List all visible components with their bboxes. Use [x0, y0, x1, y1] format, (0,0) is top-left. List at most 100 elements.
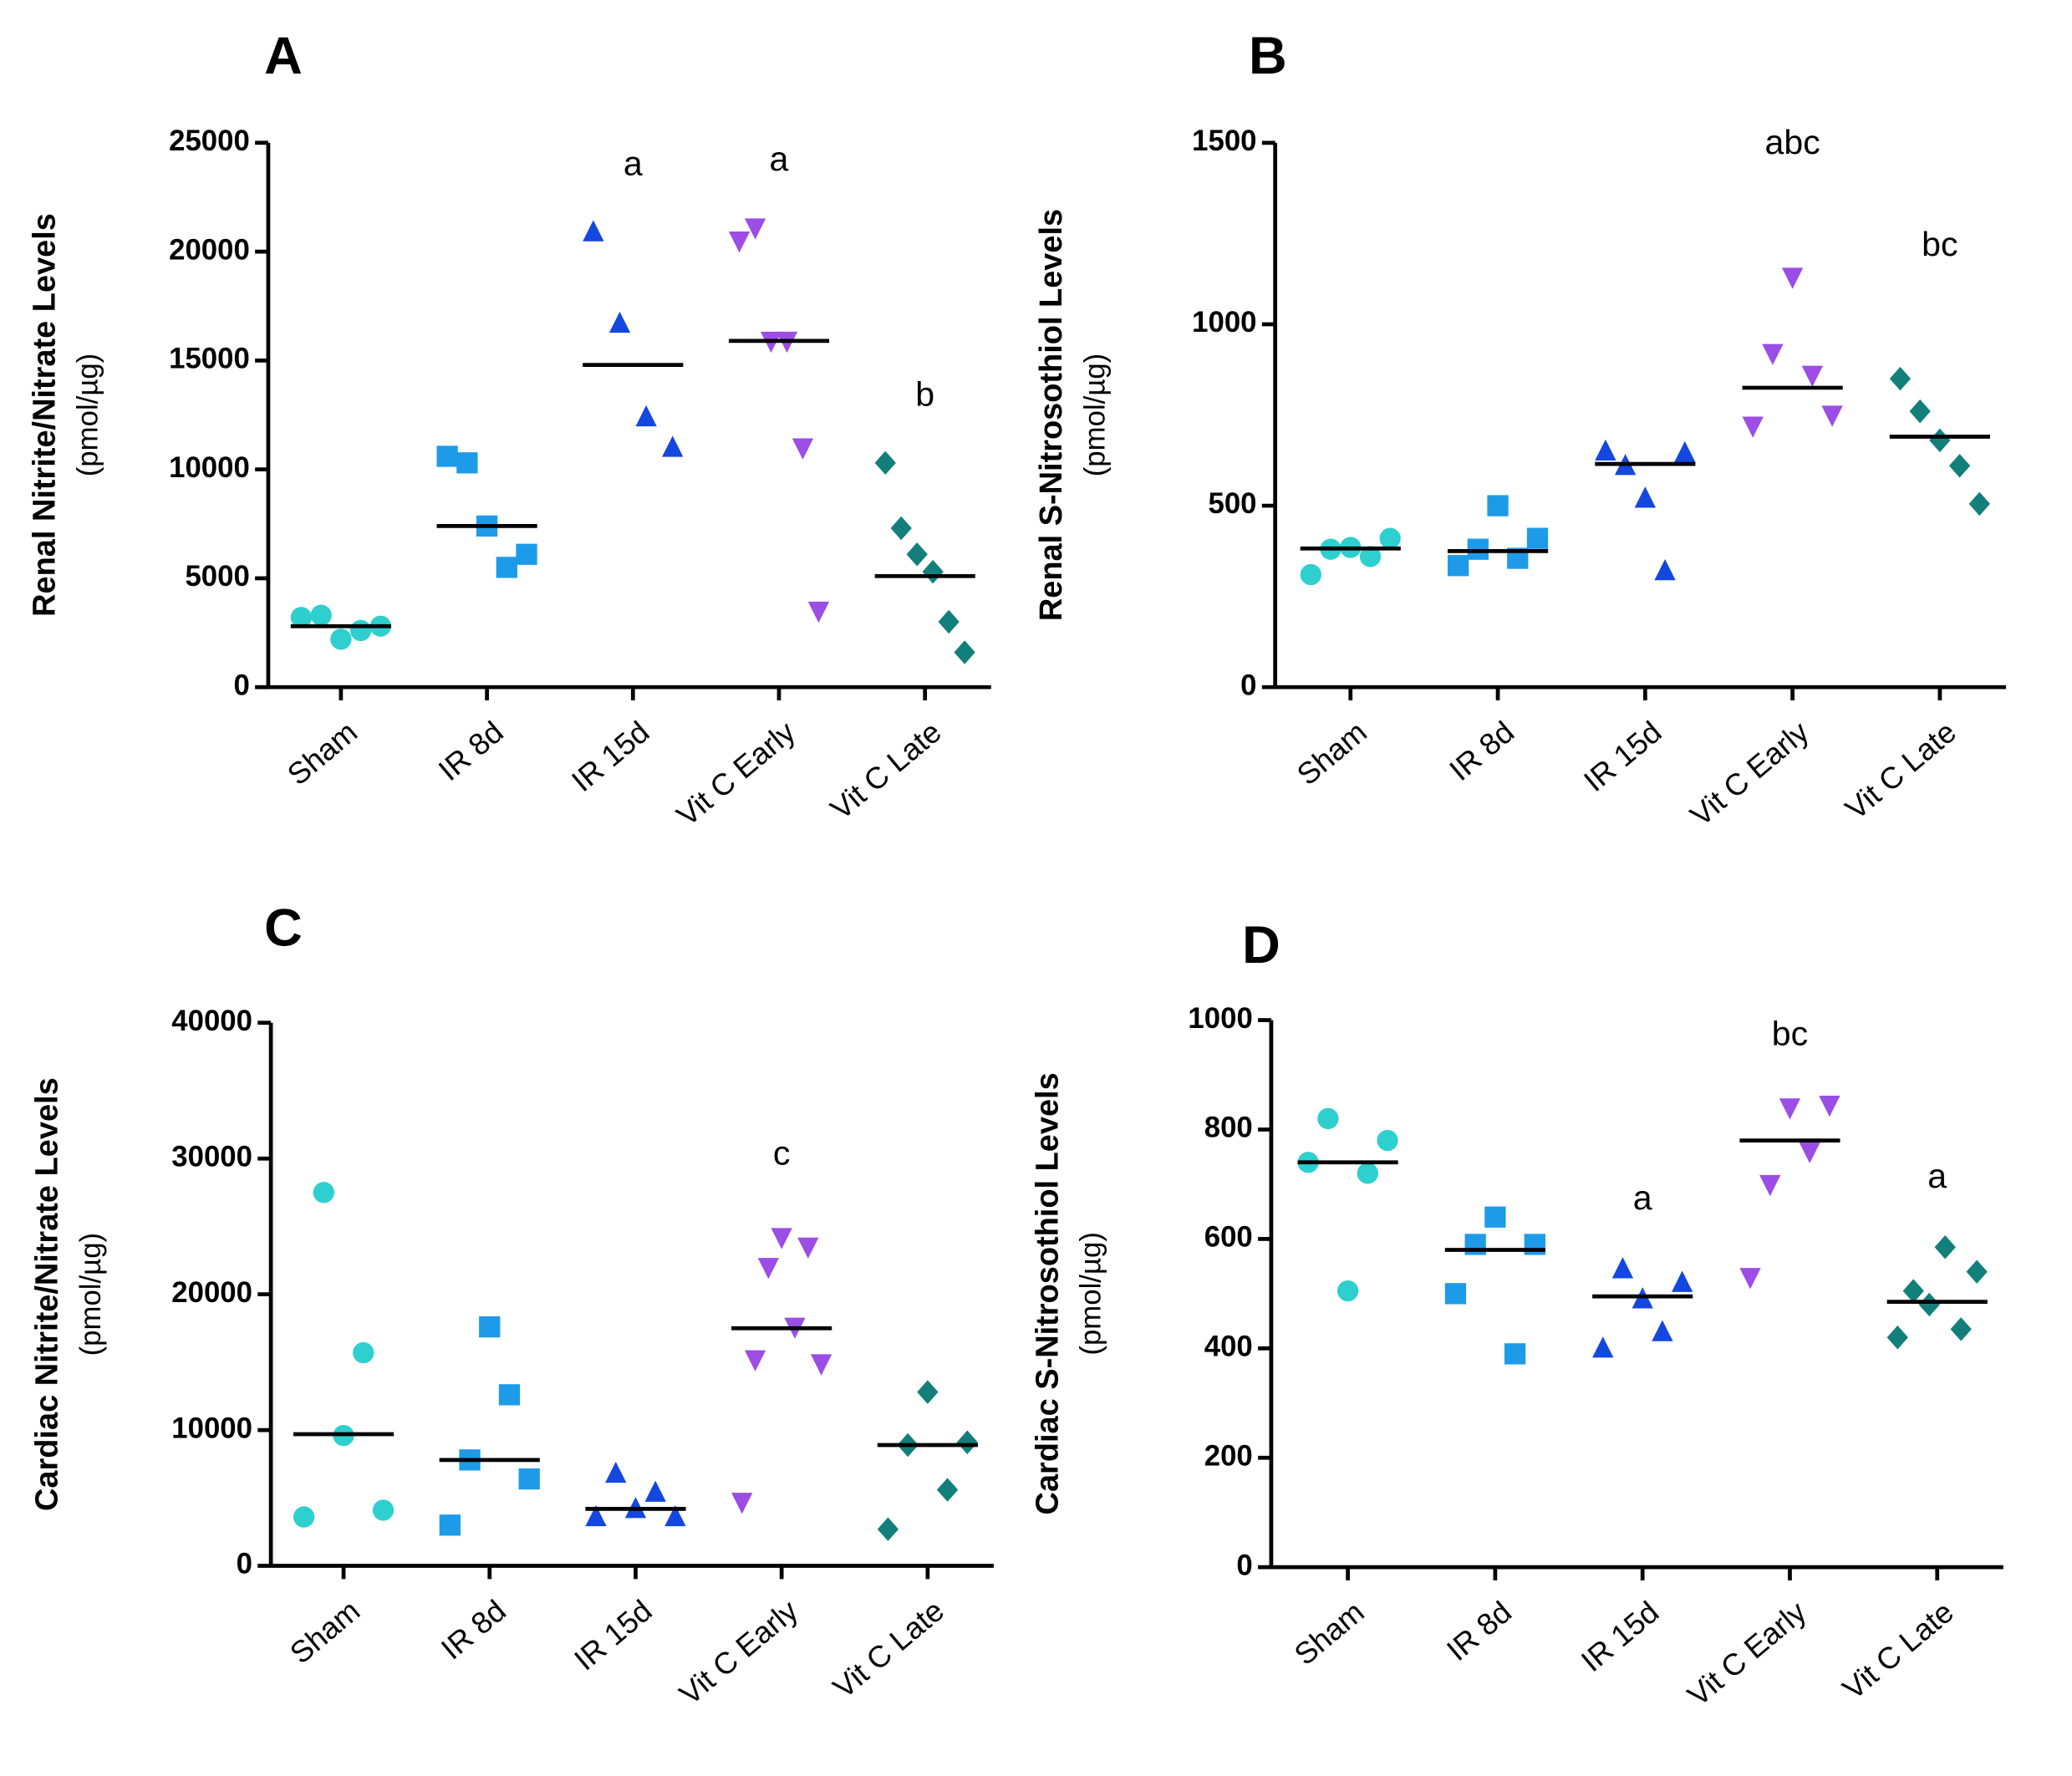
- point: [877, 1517, 899, 1541]
- y-tick-label: 0: [237, 1549, 252, 1580]
- point: [1671, 1270, 1693, 1292]
- point: [372, 1499, 395, 1521]
- annotation: c: [773, 1133, 791, 1172]
- point: [906, 542, 928, 567]
- point: [1886, 1325, 1908, 1350]
- x-tick-label: IR 15d: [568, 1593, 658, 1677]
- point: [1948, 454, 1971, 478]
- point: [353, 1341, 374, 1364]
- point: [1317, 1107, 1339, 1130]
- point: [310, 604, 332, 626]
- point: [797, 1237, 819, 1259]
- y-tick-label: 15000: [169, 343, 250, 375]
- point: [1821, 405, 1843, 427]
- y-axis-label: Cardiac Nitrite/Nitrate Levels: [30, 1077, 65, 1511]
- y-tick-label: 40000: [171, 1005, 252, 1037]
- point: [1652, 1320, 1673, 1341]
- point: [608, 311, 631, 333]
- point: [1526, 527, 1549, 549]
- annotation: b: [915, 375, 934, 414]
- point: [330, 628, 352, 650]
- x-tick-label: Vit C Late: [1839, 715, 1963, 827]
- point: [1484, 1206, 1506, 1228]
- point: [456, 452, 478, 474]
- y-tick-label: 800: [1204, 1112, 1253, 1144]
- point: [1504, 1343, 1526, 1365]
- x-tick-label: IR 15d: [1577, 715, 1667, 798]
- y-tick-label: 5000: [185, 561, 249, 593]
- point: [744, 218, 766, 240]
- point: [954, 640, 975, 664]
- panel: D Cardiac S-Nitrosothiol Levels (pmol/µg) 0…: [1030, 916, 2003, 1712]
- point: [1909, 399, 1931, 424]
- point: [439, 1514, 461, 1536]
- y-tick-label: 1000: [1188, 1003, 1252, 1035]
- point: [479, 1315, 501, 1338]
- point: [1592, 1336, 1614, 1358]
- point: [1889, 366, 1912, 391]
- point: [757, 1258, 779, 1280]
- point: [293, 1506, 315, 1528]
- annotation: a: [624, 144, 643, 182]
- x-tick-label: Sham: [281, 715, 364, 791]
- annotation: a: [1633, 1178, 1652, 1217]
- point: [938, 609, 960, 634]
- x-tick-label: IR 15d: [1575, 1595, 1665, 1678]
- x-tick-label: Sham: [283, 1593, 366, 1670]
- x-tick-label: IR 8d: [1440, 1595, 1518, 1667]
- annotation: abc: [1764, 123, 1820, 161]
- y-tick-label: 1500: [1192, 125, 1256, 157]
- point: [1377, 1129, 1398, 1152]
- point: [728, 231, 751, 253]
- point: [313, 1182, 334, 1204]
- point: [1966, 1259, 1988, 1284]
- point: [1934, 1235, 1956, 1259]
- point: [662, 435, 684, 457]
- point: [585, 1504, 607, 1527]
- point: [1739, 1268, 1761, 1290]
- y-tick-label: 0: [1240, 669, 1256, 701]
- y-tick-label: 400: [1204, 1331, 1253, 1363]
- y-tick-label: 20000: [171, 1277, 252, 1309]
- point: [1801, 365, 1823, 387]
- point: [1447, 555, 1469, 577]
- point: [1819, 1095, 1840, 1117]
- point: [516, 543, 537, 565]
- y-axis-label: Cardiac S-Nitrosothiol Levels: [1030, 1072, 1065, 1514]
- point: [1444, 1283, 1467, 1305]
- point: [744, 1350, 766, 1371]
- point: [1300, 563, 1321, 586]
- point: [1779, 1098, 1801, 1120]
- annotation: a: [770, 140, 789, 178]
- point: [810, 1354, 832, 1376]
- y-tick-label: 200: [1204, 1440, 1253, 1472]
- point: [731, 1493, 753, 1514]
- y-tick-label: 0: [1236, 1550, 1252, 1581]
- point: [1950, 1317, 1972, 1341]
- point: [1611, 1257, 1634, 1279]
- point: [1634, 486, 1656, 508]
- x-tick-label: Vit C Late: [824, 715, 948, 827]
- y-tick-label: 1000: [1192, 307, 1256, 338]
- point: [1762, 343, 1784, 365]
- x-tick-label: Vit C Early: [1681, 1594, 1813, 1712]
- y-axis-unit: (pmol/µg): [1076, 1232, 1107, 1356]
- annotation: bc: [1772, 1015, 1808, 1053]
- y-tick-label: 600: [1204, 1222, 1253, 1254]
- panel-label: A: [264, 27, 303, 85]
- x-tick-label: Sham: [1288, 1595, 1371, 1672]
- x-tick-label: Sham: [1291, 715, 1373, 791]
- point: [1379, 527, 1401, 549]
- point: [1654, 559, 1676, 581]
- point: [1742, 416, 1764, 438]
- point: [1759, 1174, 1781, 1197]
- point: [956, 1430, 978, 1454]
- point: [635, 405, 657, 427]
- y-axis-unit: (pmol/µg): [75, 1233, 107, 1356]
- point: [496, 557, 517, 578]
- point: [1487, 495, 1509, 517]
- point: [890, 516, 912, 541]
- point: [917, 1380, 939, 1404]
- y-tick-label: 10000: [171, 1412, 252, 1444]
- y-tick-label: 25000: [169, 125, 250, 157]
